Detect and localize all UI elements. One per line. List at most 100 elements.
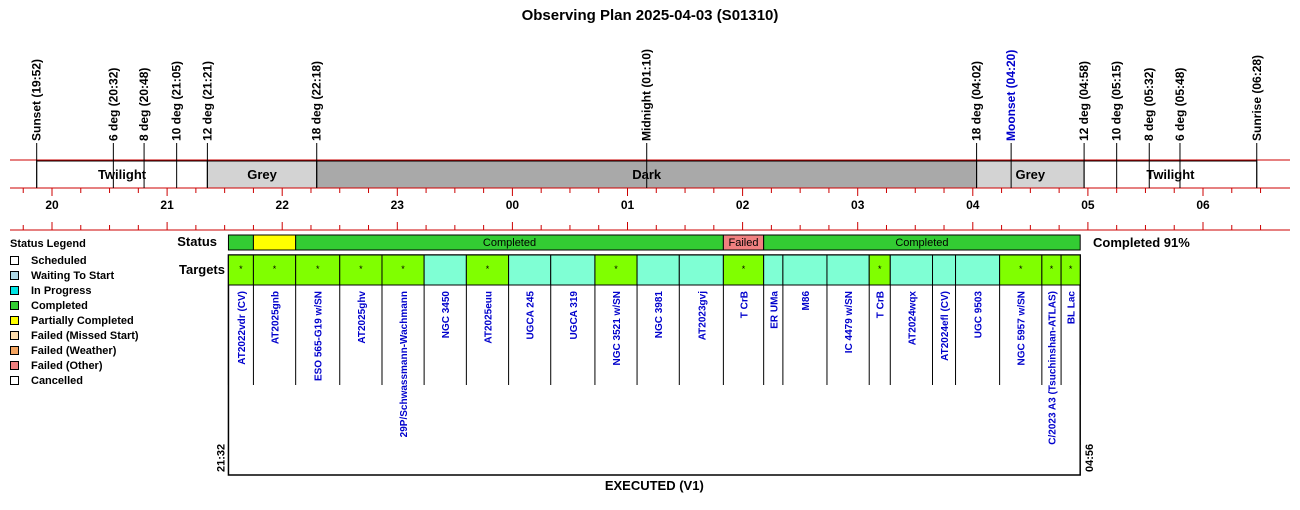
- target-name-1: AT2025gnb: [271, 291, 282, 344]
- footer-label: EXECUTED (V1): [605, 478, 704, 493]
- hour-label-2: 22: [276, 198, 290, 212]
- target-name-13: ER UMa: [769, 291, 780, 329]
- legend-item-label: Cancelled: [31, 374, 83, 387]
- legend-item-label: Failed (Other): [31, 359, 103, 372]
- target-marker-4: *: [401, 264, 405, 274]
- event-marker-label-7: 18 deg (04:02): [970, 61, 984, 141]
- event-marker-label-3: 10 deg (21:05): [170, 61, 184, 141]
- hour-label-9: 05: [1081, 198, 1095, 212]
- status-row-label: Status: [177, 234, 217, 249]
- event-marker-label-11: 8 deg (05:32): [1142, 68, 1156, 141]
- target-marker-21: *: [1050, 264, 1054, 274]
- chart-title: Observing Plan 2025-04-03 (S01310): [522, 7, 779, 24]
- hour-label-6: 02: [736, 198, 750, 212]
- target-name-16: T CrB: [876, 291, 887, 318]
- legend-item: Cancelled: [10, 373, 139, 388]
- plan-end-time: 04:56: [1084, 444, 1096, 472]
- event-marker-label-1: 6 deg (20:32): [106, 68, 120, 141]
- legend-swatch: [10, 331, 19, 340]
- target-block-15: [826, 254, 870, 286]
- legend-item-label: Scheduled: [31, 254, 87, 267]
- event-marker-label-8: Moonset (04:20): [1004, 50, 1018, 141]
- target-block-17: [889, 254, 934, 286]
- sky-band-1: [206, 160, 318, 189]
- completed-summary: Completed 91%: [1093, 235, 1190, 250]
- legend-swatch: [10, 361, 19, 370]
- target-marker-6: *: [486, 264, 490, 274]
- status-legend: Status Legend Scheduled Waiting To Start I…: [10, 238, 139, 388]
- target-block-11: [678, 254, 724, 286]
- event-marker-label-9: 12 deg (04:58): [1077, 61, 1091, 141]
- targets-frame: [227, 254, 1081, 476]
- legend-item: Completed: [10, 298, 139, 313]
- legend-item-label: Completed: [31, 299, 88, 312]
- target-name-15: IC 4479 w/SN: [844, 291, 855, 353]
- target-name-14: M86: [801, 291, 812, 311]
- legend-swatch: [10, 271, 19, 280]
- hour-label-1: 21: [160, 198, 174, 212]
- legend-title: Status Legend: [10, 238, 86, 250]
- status-segment-1: [252, 234, 297, 251]
- target-name-4: 29P/Schwassmann-Wachmann: [399, 291, 410, 437]
- event-marker-label-13: Sunrise (06:28): [1250, 55, 1264, 141]
- targets-row-label: Targets: [179, 262, 225, 277]
- target-block-9: [594, 254, 638, 286]
- target-block-2: [295, 254, 341, 286]
- target-marker-16: *: [878, 264, 882, 274]
- target-block-19: [955, 254, 1001, 286]
- legend-item: Failed (Other): [10, 358, 139, 373]
- target-block-3: [339, 254, 383, 286]
- target-name-11: AT2023gvj: [697, 291, 708, 341]
- sky-band-label-4: Twilight: [1146, 167, 1195, 182]
- sky-band-label-0: Twilight: [98, 167, 147, 182]
- event-marker-label-2: 8 deg (20:48): [137, 68, 151, 141]
- target-name-12: T CrB: [740, 291, 751, 318]
- sky-band-4: [1083, 160, 1258, 189]
- target-name-3: AT2025ghv: [357, 291, 368, 344]
- plan-start-time: 21:32: [215, 444, 227, 472]
- legend-item: Failed (Missed Start): [10, 328, 139, 343]
- target-name-8: UGCA 319: [569, 291, 580, 340]
- target-name-6: AT2025euu: [483, 291, 494, 344]
- target-marker-0: *: [239, 264, 243, 274]
- legend-swatch: [10, 301, 19, 310]
- event-marker-label-0: Sunset (19:52): [30, 59, 44, 141]
- hour-label-5: 01: [621, 198, 635, 212]
- target-block-10: [636, 254, 680, 286]
- sky-band-label-3: Grey: [1016, 167, 1046, 182]
- legend-item-label: In Progress: [31, 284, 92, 297]
- target-marker-20: *: [1019, 264, 1023, 274]
- hour-label-4: 00: [506, 198, 520, 212]
- target-block-13: [763, 254, 784, 286]
- target-name-22: BL Lac: [1067, 291, 1078, 325]
- event-marker-label-4: 12 deg (21:21): [200, 61, 214, 141]
- legend-item: Failed (Weather): [10, 343, 139, 358]
- hour-label-10: 06: [1196, 198, 1210, 212]
- target-name-0: AT2022vdr (CV): [237, 291, 248, 365]
- hour-label-8: 04: [966, 198, 980, 212]
- hour-label-0: 20: [45, 198, 59, 212]
- legend-swatch: [10, 346, 19, 355]
- target-name-2: ESO 565-G19 w/SN: [314, 291, 325, 381]
- target-block-14: [782, 254, 828, 286]
- target-marker-1: *: [273, 264, 277, 274]
- status-segment-4: [763, 234, 1081, 251]
- legend-item: In Progress: [10, 283, 139, 298]
- legend-item-label: Failed (Missed Start): [31, 329, 139, 342]
- event-marker-label-10: 10 deg (05:15): [1110, 61, 1124, 141]
- status-segment-label-3: Failed: [729, 237, 759, 249]
- legend-item: Scheduled: [10, 253, 139, 268]
- legend-swatch: [10, 376, 19, 385]
- target-block-4: [381, 254, 425, 286]
- legend-items: Scheduled Waiting To Start In Progress Comp…: [10, 253, 139, 388]
- target-marker-9: *: [614, 264, 618, 274]
- target-block-7: [508, 254, 552, 286]
- status-segment-label-2: Completed: [483, 237, 536, 249]
- target-marker-2: *: [316, 264, 320, 274]
- legend-item: Waiting To Start: [10, 268, 139, 283]
- target-marker-22: *: [1069, 264, 1073, 274]
- legend-swatch: [10, 256, 19, 265]
- sky-band-label-1: Grey: [247, 167, 277, 182]
- target-name-5: NGC 3450: [441, 291, 452, 339]
